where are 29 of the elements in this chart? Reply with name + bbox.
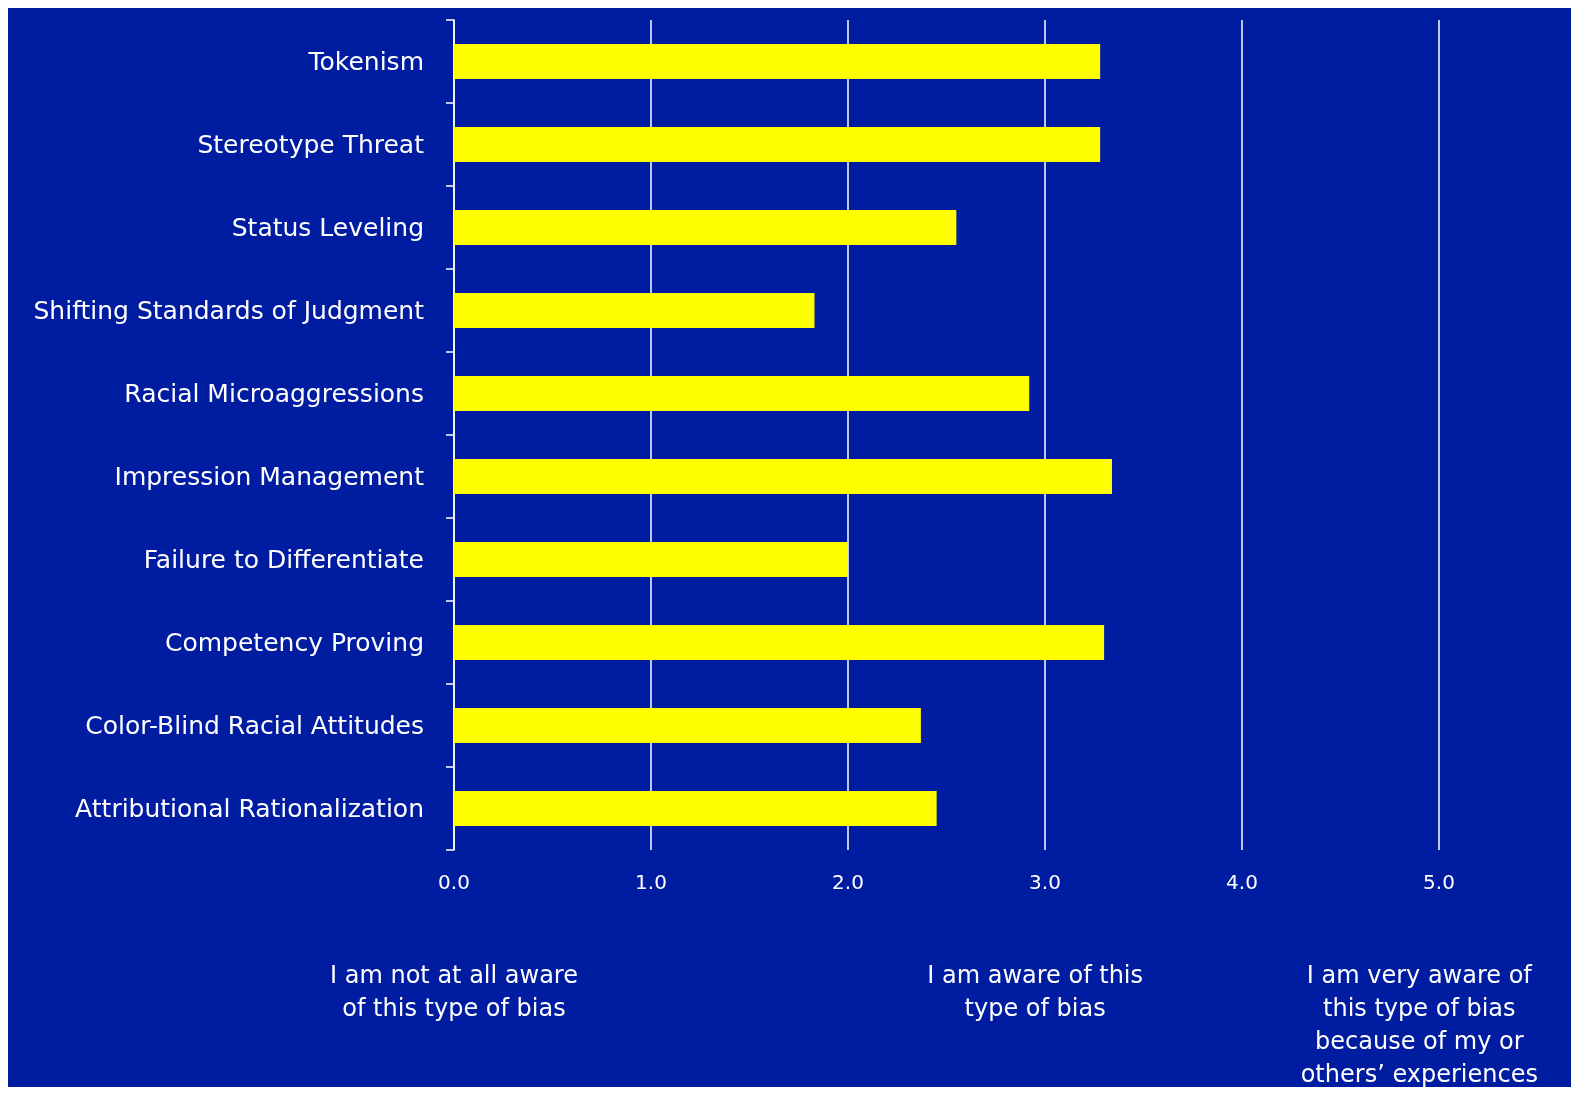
y-tick-label: Color-Blind Racial Attitudes — [85, 711, 424, 740]
bar — [454, 708, 921, 743]
y-tick-label: Impression Management — [114, 462, 425, 491]
x-tick-label: 2.0 — [832, 870, 864, 894]
bar — [454, 625, 1105, 660]
bar — [454, 542, 848, 577]
bar — [454, 376, 1030, 411]
y-tick-label: Competency Proving — [165, 628, 424, 657]
text: I am not at all aware of this type of bias — [330, 960, 578, 1022]
y-tick-label: Failure to Differentiate — [143, 545, 424, 574]
x-tick-label: 1.0 — [635, 870, 667, 894]
y-tick-label: Stereotype Threat — [197, 130, 425, 159]
bar — [454, 44, 1101, 79]
x-tick-label: 4.0 — [1226, 870, 1258, 894]
bar — [454, 127, 1101, 162]
x-tick-label: 0.0 — [438, 870, 470, 894]
x-tick-label: 3.0 — [1029, 870, 1061, 894]
bar — [454, 210, 957, 245]
text: I am aware of this type of bias — [927, 960, 1144, 1022]
x-tick-label: 5.0 — [1423, 870, 1455, 894]
y-tick-label: Shifting Standards of Judgment — [33, 296, 425, 325]
y-tick-label: Racial Microaggressions — [124, 379, 424, 408]
bar — [454, 791, 937, 826]
y-tick-label: Status Leveling — [231, 213, 424, 242]
bar — [454, 293, 815, 328]
bar — [454, 459, 1112, 494]
y-tick-label: Attributional Rationalization — [75, 794, 424, 823]
text: I am very aware of this type of bias because of my or others’ experiences — [1300, 960, 1538, 1088]
y-tick-label: Tokenism — [307, 47, 424, 76]
